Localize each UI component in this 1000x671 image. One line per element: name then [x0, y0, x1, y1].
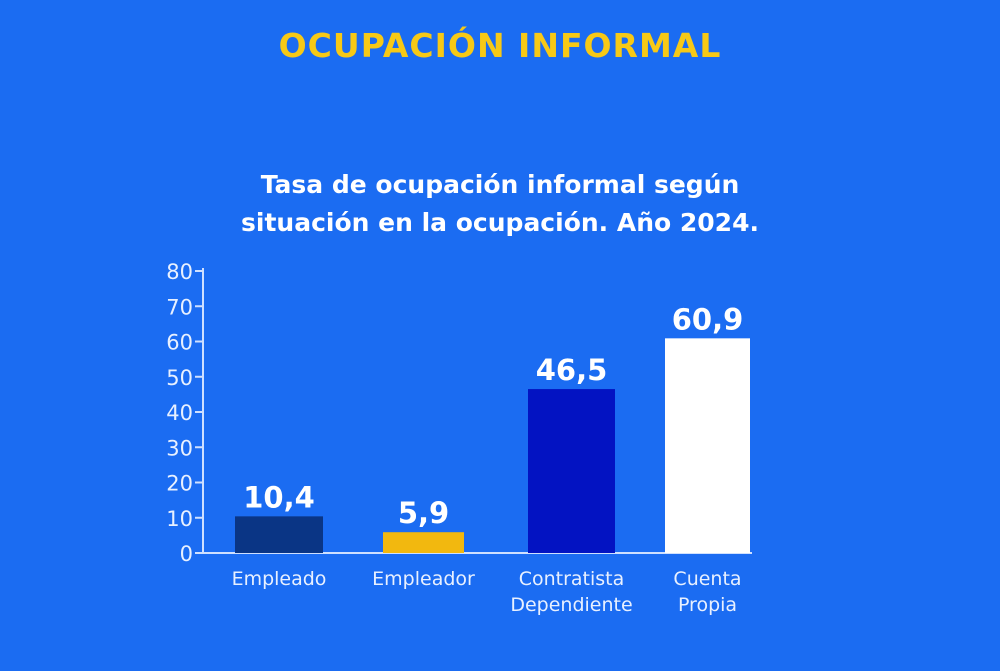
bar-2: [528, 389, 615, 553]
y-tick-label: 30: [166, 436, 193, 460]
x-category-label: Cuenta: [673, 568, 741, 590]
x-category-label: Empleador: [372, 568, 475, 590]
y-tick-label: 50: [166, 366, 193, 390]
x-category-label: Empleado: [232, 568, 327, 590]
y-tick-label: 70: [166, 295, 193, 319]
chart-title-line-1: Tasa de ocupación informal según: [260, 170, 740, 199]
y-tick-label: 0: [180, 542, 193, 566]
y-tick-label: 20: [166, 472, 193, 496]
data-label: 5,9: [398, 496, 449, 530]
data-label: 46,5: [536, 353, 608, 387]
x-category-label: Propia: [678, 594, 737, 616]
x-category-label: Contratista: [519, 568, 625, 590]
bar-3: [665, 338, 750, 553]
bar-0: [235, 516, 323, 553]
x-category-label: Dependiente: [510, 594, 632, 616]
y-tick-label: 80: [166, 260, 193, 284]
bar-1: [383, 532, 464, 553]
y-tick-label: 60: [166, 331, 193, 355]
chart-title-line-2: situación en la ocupación. Año 2024.: [241, 208, 759, 237]
chart-title: Tasa de ocupación informal según situaci…: [0, 166, 1000, 242]
y-tick-label: 40: [166, 401, 193, 425]
data-label: 60,9: [672, 302, 744, 336]
data-label: 10,4: [243, 480, 315, 514]
y-tick-label: 10: [166, 507, 193, 531]
page-title: OCUPACIÓN INFORMAL: [278, 26, 722, 65]
